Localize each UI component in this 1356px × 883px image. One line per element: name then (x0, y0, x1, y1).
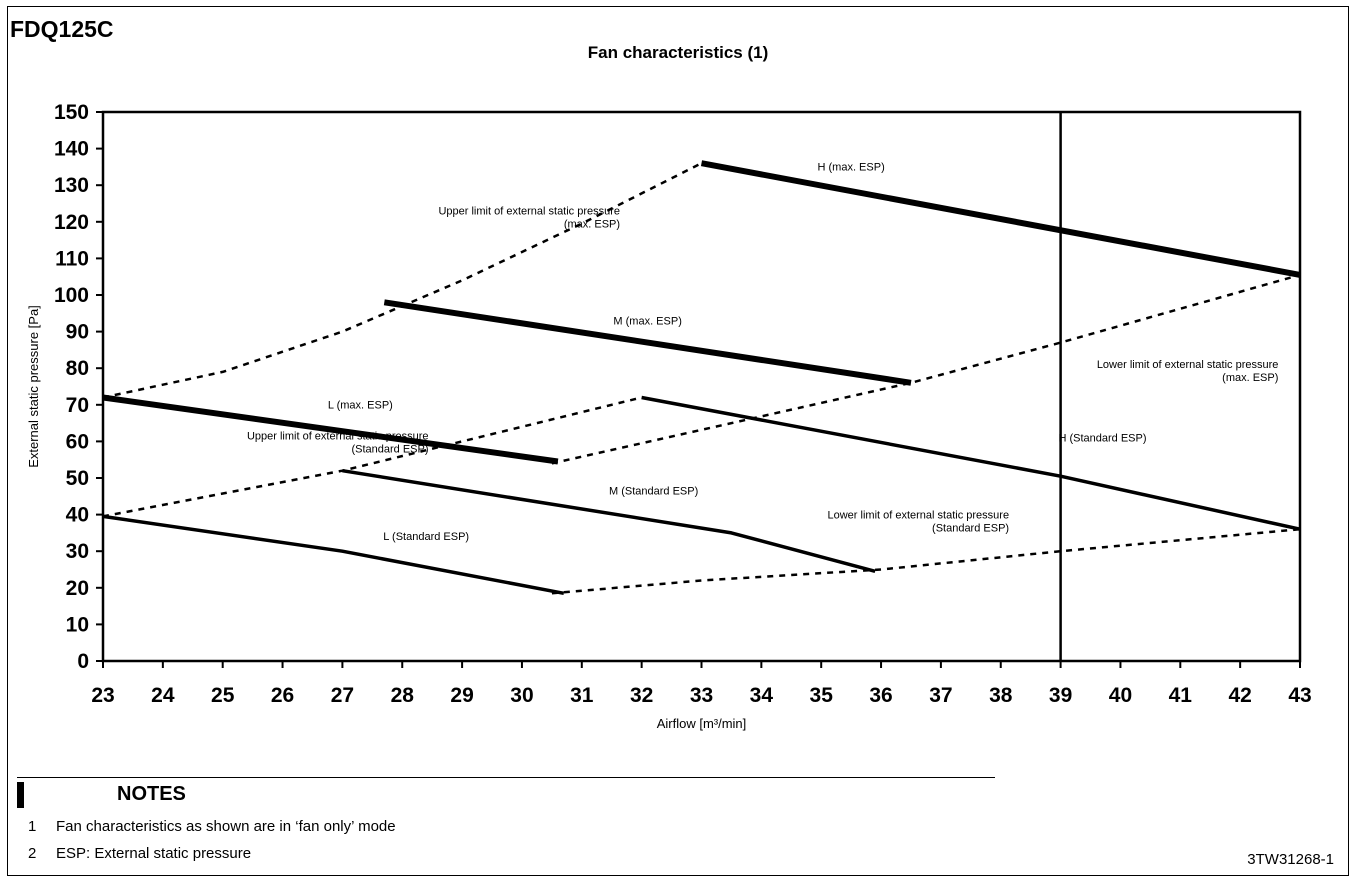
series-label: M (Standard ESP) (609, 485, 698, 497)
x-tick-label: 37 (929, 684, 952, 707)
x-tick-label: 36 (869, 684, 892, 707)
notes-divider (17, 777, 995, 778)
page-frame (7, 6, 1349, 876)
chart-title: Fan characteristics (1) (587, 43, 769, 62)
series-line (383, 299, 912, 386)
series-line (102, 162, 703, 399)
series-line (551, 273, 1301, 465)
series-line (641, 395, 1301, 531)
x-tick-label: 42 (1228, 684, 1251, 707)
x-tick-label: 23 (91, 684, 114, 707)
y-tick-label: 140 (54, 138, 89, 161)
x-tick-label: 25 (211, 684, 235, 707)
x-tick-label: 38 (989, 684, 1013, 707)
y-tick-label: 30 (66, 540, 89, 563)
x-tick-label: 43 (1288, 684, 1311, 707)
x-tick-label: 34 (750, 684, 774, 707)
series-label: M (max. ESP) (613, 315, 681, 327)
x-tick-label: 28 (391, 684, 415, 707)
y-tick-label: 70 (66, 394, 89, 417)
x-tick-label: 27 (331, 684, 354, 707)
x-tick-label: 39 (1049, 684, 1072, 707)
x-tick-label: 40 (1109, 684, 1132, 707)
x-tick-label: 24 (151, 684, 175, 707)
series-label: Upper limit of external static pressure(… (247, 431, 429, 456)
x-tick-label: 29 (450, 684, 473, 707)
notes-marker (17, 782, 24, 808)
y-tick-label: 50 (66, 467, 89, 490)
y-tick-label: 20 (66, 577, 89, 600)
note-number: 2 (28, 845, 37, 862)
note-text: ESP: External static pressure (56, 845, 252, 862)
note-text: Fan characteristics as shown are in ‘fan… (56, 818, 396, 835)
y-tick-label: 110 (55, 247, 89, 270)
series-label: Lower limit of external static pressure(… (1097, 359, 1279, 384)
y-tick-label: 100 (54, 284, 89, 307)
y-tick-label: 60 (66, 430, 89, 453)
x-tick-label: 32 (630, 684, 653, 707)
y-tick-label: 130 (54, 174, 89, 197)
x-tick-label: 26 (271, 684, 294, 707)
series-label: H (Standard ESP) (1058, 432, 1146, 444)
document-code: 3TW31268-1 (1247, 851, 1334, 868)
y-tick-label: 0 (77, 650, 89, 673)
y-tick-label: 10 (66, 613, 89, 636)
note-number: 1 (28, 818, 37, 835)
series-line (700, 160, 1301, 278)
series-label: H (max. ESP) (818, 162, 885, 174)
series-label: Lower limit of external static pressure(… (828, 509, 1010, 534)
y-tick-label: 150 (54, 101, 89, 124)
x-axis-label: Airflow [m³/min] (657, 716, 747, 731)
y-tick-label: 40 (66, 504, 89, 527)
series-line (551, 527, 1301, 595)
plot-area-frame (101, 110, 1302, 663)
series-label: Upper limit of external static pressure(… (438, 205, 620, 230)
y-tick-label: 120 (54, 211, 89, 234)
y-axis-label: External static pressure [Pa] (26, 305, 41, 468)
series-label: L (Standard ESP) (383, 531, 469, 543)
notes-heading: NOTES (117, 783, 186, 805)
x-tick-label: 41 (1169, 684, 1193, 707)
series-line (342, 468, 876, 573)
series-line (102, 514, 565, 596)
series-label: L (max. ESP) (328, 399, 393, 411)
y-tick-label: 80 (66, 357, 89, 380)
x-tick-label: 33 (690, 684, 713, 707)
x-tick-label: 35 (810, 684, 834, 707)
model-name: FDQ125C (10, 16, 114, 42)
x-tick-label: 31 (570, 684, 594, 707)
series-line (102, 396, 642, 518)
y-tick-label: 90 (66, 321, 89, 344)
series-line (102, 394, 559, 465)
x-tick-label: 30 (510, 684, 533, 707)
